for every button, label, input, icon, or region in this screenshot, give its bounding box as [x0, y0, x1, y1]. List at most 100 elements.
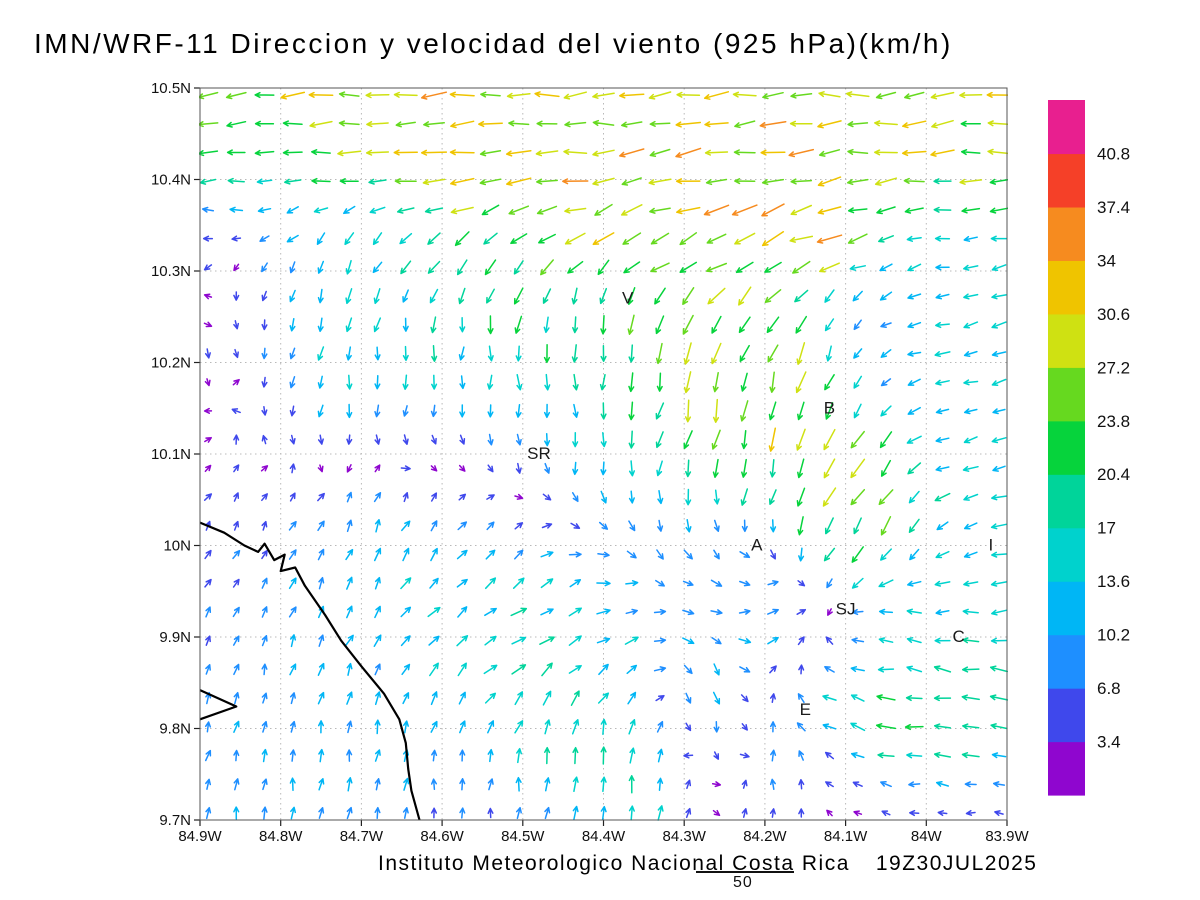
wind-arrow [233, 691, 240, 705]
wind-arrow [513, 260, 524, 275]
wind-arrow [904, 207, 924, 214]
wind-arrow [535, 150, 559, 157]
wind-arrow [797, 580, 806, 587]
wind-arrow [797, 636, 805, 646]
wind-arrow [514, 720, 524, 734]
wind-arrow [741, 723, 748, 731]
wind-arrow [592, 149, 615, 157]
wind-arrow [850, 430, 865, 449]
wind-arrow [205, 664, 211, 675]
wind-arrow [231, 235, 242, 242]
wind-arrow [712, 691, 721, 705]
wind-arrow [598, 663, 609, 676]
wind-arrow [400, 465, 411, 472]
wind-arrow [600, 432, 607, 448]
wind-arrow [992, 781, 1006, 788]
wind-arrow [600, 402, 607, 420]
wind-arrow [318, 634, 325, 647]
wind-arrow [544, 462, 551, 474]
wind-arrow [514, 549, 524, 560]
wind-arrow [963, 522, 978, 530]
wind-arrow [289, 634, 297, 648]
wind-arrow [656, 372, 663, 392]
wind-arrow [712, 458, 719, 478]
wind-arrow [850, 458, 866, 479]
wind-arrow [761, 231, 785, 247]
wind-arrow [317, 375, 324, 389]
wind-arrow [430, 547, 438, 562]
wind-arrow [570, 690, 580, 706]
wind-arrow [233, 348, 239, 359]
wind-arrow [930, 149, 955, 157]
wind-arrow [543, 316, 550, 334]
wind-arrow [203, 407, 213, 414]
wind-arrow [713, 751, 720, 760]
wind-arrow [795, 371, 807, 394]
wind-arrow [846, 178, 869, 186]
wind-arrow [992, 408, 1006, 415]
wind-arrow [850, 488, 866, 506]
wind-arrow [226, 120, 247, 128]
wind-arrow [849, 264, 866, 271]
wind-arrow [427, 606, 441, 618]
wind-arrow [261, 748, 268, 763]
wind-arrow [204, 549, 212, 560]
wind-arrow [282, 120, 303, 127]
wind-arrow [706, 233, 727, 244]
wind-arrow [619, 148, 645, 158]
wind-arrow [933, 178, 952, 185]
wind-arrow [487, 464, 494, 473]
wind-arrow [515, 806, 522, 820]
wind-arrow [233, 492, 240, 502]
wind-arrow [964, 781, 977, 788]
chart-title: IMN/WRF-11 Direccion y velocidad del vie… [34, 28, 953, 59]
wind-arrow [514, 691, 524, 706]
wind-arrow [797, 693, 805, 704]
wind-arrow [318, 778, 325, 791]
wind-arrow [990, 523, 1008, 530]
wind-arrow [655, 402, 665, 420]
wind-arrow [625, 580, 639, 587]
wind-arrow [930, 91, 955, 100]
wind-arrow [961, 207, 981, 214]
wind-arrow [449, 149, 475, 156]
wind-arrow [261, 577, 268, 589]
wind-arrow [373, 492, 382, 503]
wind-arrow [205, 778, 212, 790]
wind-arrow [204, 749, 212, 762]
wind-arrow [627, 314, 635, 335]
wind-arrow [880, 516, 892, 536]
colorbar-band [1048, 688, 1085, 743]
wind-arrow [740, 400, 749, 422]
wind-arrow [288, 549, 297, 560]
wind-arrow [989, 207, 1008, 214]
wind-arrow [539, 636, 555, 645]
wind-arrow [289, 463, 296, 474]
wind-arrow [825, 345, 832, 362]
wind-arrow [703, 204, 730, 216]
wind-arrow [874, 120, 898, 127]
wind-arrow [764, 261, 782, 273]
wind-arrow [741, 808, 748, 818]
wind-arrow [963, 321, 979, 329]
wind-arrow [261, 806, 268, 820]
wind-arrow [486, 521, 495, 531]
wind-arrow [623, 261, 641, 274]
wind-arrow [876, 206, 896, 215]
wind-arrow [877, 666, 895, 673]
wind-arrow [563, 91, 587, 100]
wind-arrow [317, 548, 325, 561]
x-tick-label: 84.4W [582, 828, 626, 845]
wind-arrow [399, 232, 413, 245]
wind-arrow [427, 232, 441, 245]
wind-arrow [796, 342, 806, 365]
wind-arrow [655, 694, 665, 702]
wind-arrow [431, 749, 438, 762]
wind-arrow [597, 551, 610, 558]
colorbar-band [1048, 313, 1085, 368]
wind-arrow [374, 464, 381, 473]
wind-arrow [427, 260, 441, 274]
wind-arrow [458, 493, 467, 501]
wind-arrow [853, 348, 863, 359]
wind-arrow [374, 346, 381, 361]
